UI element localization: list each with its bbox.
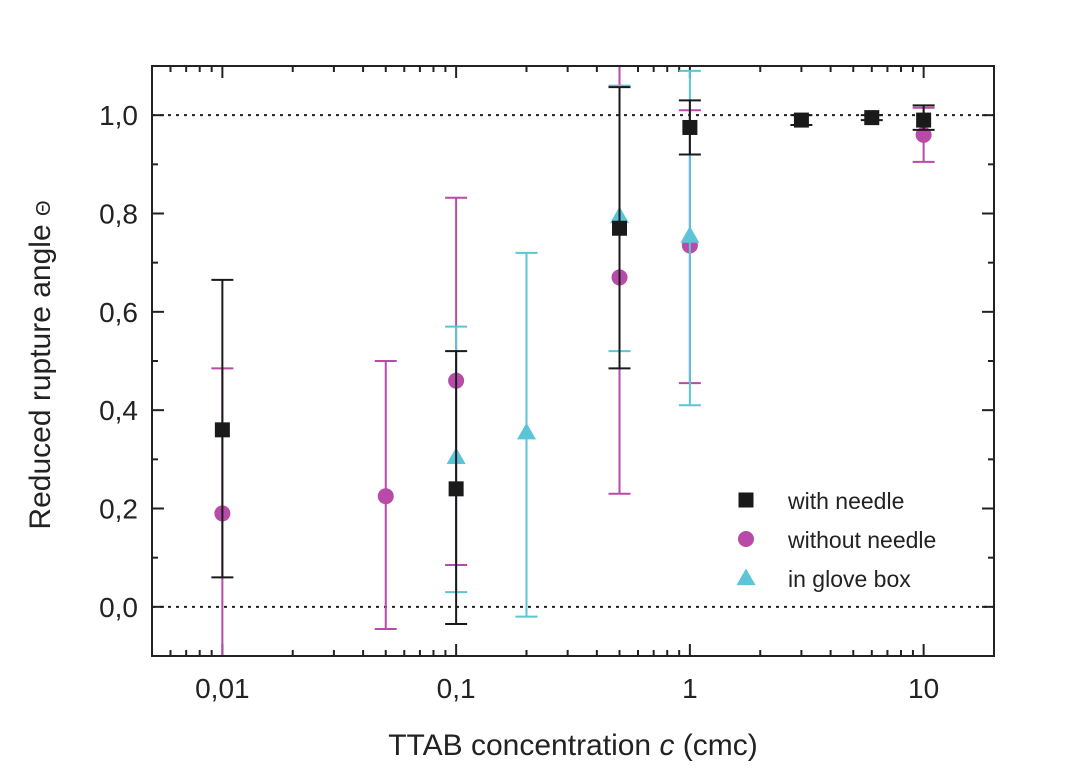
legend-item: without needle — [738, 527, 936, 553]
x-tick-label: 0,01 — [195, 673, 250, 704]
x-axis-title-suffix: (cmc) — [674, 729, 757, 762]
marker — [682, 119, 698, 135]
data-point — [374, 360, 397, 630]
data-point — [515, 251, 538, 618]
y-axis-title: Reduced rupture angle Θ — [24, 200, 57, 529]
marker — [377, 488, 394, 505]
y-tick-label: 0,4 — [99, 395, 138, 426]
marker — [612, 220, 628, 236]
marker — [680, 226, 700, 243]
legend-marker — [738, 492, 754, 508]
x-axis-title-symbol: c — [659, 729, 674, 762]
legend-label: in glove box — [788, 566, 911, 592]
y-tick-label: 0,0 — [99, 592, 138, 623]
y-axis-title-symbol: Θ — [33, 200, 55, 216]
legend-label: without needle — [787, 527, 936, 553]
marker — [793, 112, 809, 128]
x-axis-title-prefix: TTAB concentration — [388, 729, 659, 762]
y-axis-title-text: Reduced rupture angle — [24, 216, 57, 530]
marker — [516, 422, 536, 440]
y-tick-label: 0,2 — [99, 494, 138, 525]
data-point — [912, 104, 935, 131]
x-tick-label: 1 — [682, 673, 698, 704]
y-tick-label: 0,8 — [99, 199, 138, 230]
legend-item: in glove box — [736, 566, 911, 592]
marker — [214, 422, 230, 438]
data-series — [211, 66, 935, 656]
legend-item: with needle — [738, 488, 904, 514]
x-tick-label: 10 — [908, 673, 939, 704]
legend-marker — [738, 531, 754, 547]
data-point — [790, 112, 813, 128]
y-tick-label: 1,0 — [99, 100, 138, 131]
legend-label: with needle — [787, 488, 904, 514]
x-axis-title: TTAB concentration c (cmc) — [388, 729, 758, 762]
plot-frame — [151, 65, 995, 657]
legend-marker — [736, 568, 756, 586]
data-point — [445, 350, 468, 626]
marker — [448, 481, 464, 497]
data-point — [678, 99, 701, 156]
series-square — [211, 86, 935, 626]
y-tick-label: 0,6 — [99, 297, 138, 328]
x-tick-label: 0,1 — [437, 673, 476, 704]
marker — [864, 110, 880, 126]
series-triangle — [445, 69, 701, 618]
tick-labels: 0,01 0,1 1 10 0,0 0,2 0,4 0,6 0,8 1,0 — [99, 100, 939, 704]
legend: with needle without needle in glove box — [736, 488, 936, 592]
data-point — [860, 110, 883, 126]
data-point — [608, 86, 631, 370]
marker — [916, 112, 932, 128]
data-point — [211, 278, 234, 579]
